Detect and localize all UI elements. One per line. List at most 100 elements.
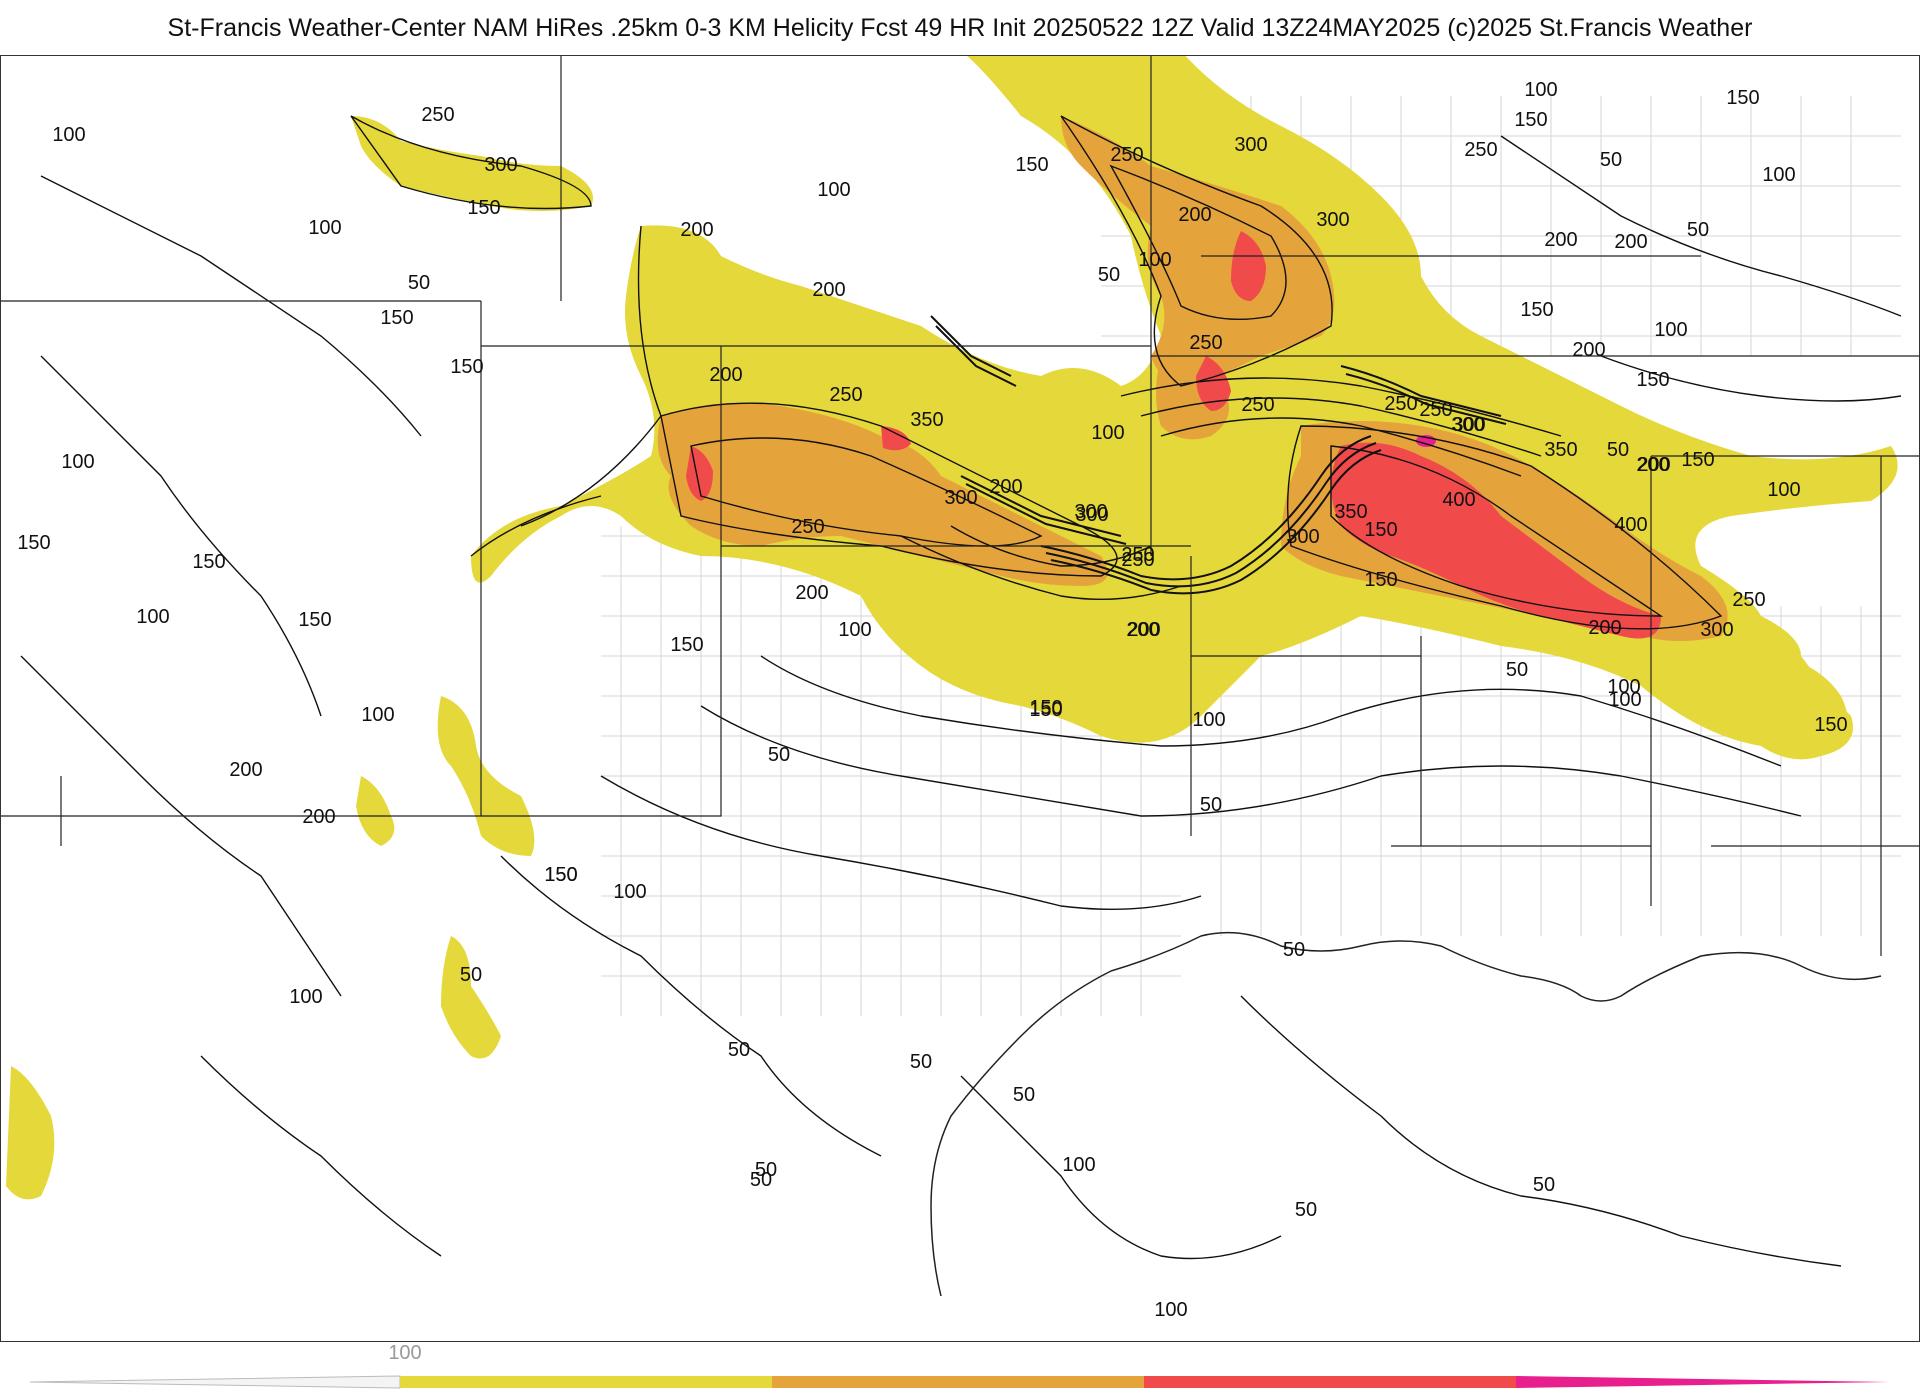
contour-label: 200 <box>795 582 828 604</box>
colorbar-segment-yellow <box>400 1376 772 1388</box>
contour-label: 150 <box>544 864 577 886</box>
contour-label: 50 <box>408 272 430 294</box>
helicity-map: 250 300 150 100 50 200 350 400 250 300 2… <box>0 51 1920 1342</box>
contour-label: 150 <box>544 864 577 886</box>
helicity-area-red-east <box>1331 442 1661 639</box>
contour-label: 100 <box>1524 79 1557 101</box>
contour-label: 100 <box>1654 319 1687 341</box>
contour-label: 100 <box>1607 676 1640 698</box>
contour-label: 350 <box>1544 439 1577 461</box>
contour-label: 200 <box>989 476 1022 498</box>
contour-label: 200 <box>1544 229 1577 251</box>
contour-label: 250 <box>791 516 824 538</box>
contour-label: 150 <box>1681 449 1714 471</box>
contour-label: 250 <box>1189 332 1222 354</box>
contour-label: 100 <box>308 217 341 239</box>
contour-label: 300 <box>1286 526 1319 548</box>
contour-label: 300 <box>484 154 517 176</box>
contour-label: 50 <box>1295 1199 1317 1221</box>
contour-label: 200 <box>1588 617 1621 639</box>
contour-knots <box>930 315 1507 595</box>
helicity-area-orange-center <box>657 402 1108 586</box>
contour-label: 250 <box>1110 144 1143 166</box>
state-borders <box>1 56 1919 956</box>
colorbar-label: 100 <box>388 1342 422 1364</box>
contour-label: 150 <box>1636 369 1669 391</box>
contour-label: 250 <box>1384 393 1417 415</box>
contour-label: 100 <box>817 179 850 201</box>
contour-label: 100 <box>289 986 322 1008</box>
helicity-area-yellow-sw <box>6 1066 55 1200</box>
contour-label: 200 <box>1614 231 1647 253</box>
contour-label: 200 <box>1178 204 1211 226</box>
contour-label: 250 <box>1241 394 1274 416</box>
contour-label: 50 <box>728 1039 750 1061</box>
contour-label: 200 <box>229 759 262 781</box>
helicity-area-red-center <box>881 426 911 451</box>
map-title: St-Francis Weather-Center NAM HiRes .25k… <box>167 14 1753 42</box>
colorbar-segment-white <box>30 1375 401 1389</box>
contour-label: 150 <box>670 634 703 656</box>
contour-label: 50 <box>1506 659 1528 681</box>
contour-label: 150 <box>1029 697 1062 719</box>
colorbar-segment-magenta <box>1516 1376 1890 1388</box>
contour-label: 400 <box>1442 489 1475 511</box>
contour-label: 100 <box>1192 709 1225 731</box>
contour-label: 200 <box>1126 619 1159 641</box>
helicity-area-yellow-west2 <box>441 936 501 1059</box>
helicity-area-red-north <box>1231 231 1266 301</box>
contour-label: 50 <box>1600 149 1622 171</box>
contour-label: 50 <box>910 1051 932 1073</box>
contour-label: 100 <box>1091 422 1124 444</box>
contour-label: 200 <box>1637 454 1670 476</box>
contour-label: 300 <box>1075 504 1108 526</box>
contour-label: 300 <box>1316 209 1349 231</box>
contour-label: 50 <box>755 1159 777 1181</box>
contour-label: 50 <box>1013 1084 1035 1106</box>
colorbar <box>30 1375 1890 1389</box>
contour-label: 100 <box>1138 249 1171 271</box>
contour-label: 150 <box>17 532 50 554</box>
contour-label: 150 <box>1364 519 1397 541</box>
contour-label: 100 <box>1762 164 1795 186</box>
contour-label: 150 <box>1364 569 1397 591</box>
contour-label: 50 <box>1200 794 1222 816</box>
map-background <box>1 56 1919 1341</box>
contour-label-group-2: 50 50 50 50 50 50 100 100 100 100 100 10… <box>17 179 1847 1321</box>
contour-label: 200 <box>709 364 742 386</box>
helicity-area-yellow-nw <box>351 116 593 211</box>
contour-label: 150 <box>1029 699 1062 721</box>
contour-label: 100 <box>1767 479 1800 501</box>
contour-label: 400 <box>1614 514 1647 536</box>
contour-label: 50 <box>1283 939 1305 961</box>
contour-label: 300 <box>1451 414 1484 436</box>
contour-label: 150 <box>1726 87 1759 109</box>
contour-label: 100 <box>136 606 169 628</box>
contour-label: 100 <box>1608 689 1641 711</box>
contour-label: 50 <box>460 964 482 986</box>
contour-label: 150 <box>1514 109 1547 131</box>
contour-label: 100 <box>1062 1154 1095 1176</box>
helicity-area-orange-north <box>1061 116 1335 386</box>
contour-label: 300 <box>1700 619 1733 641</box>
contour-label: 150 <box>380 307 413 329</box>
helicity-area-yellow-se <box>1771 656 1848 756</box>
contour-label: 250 <box>1419 399 1452 421</box>
helicity-contours <box>20 115 1902 1267</box>
contour-label: 250 <box>1121 549 1154 571</box>
colorbar-segment-red <box>1144 1376 1516 1388</box>
contour-label: 150 <box>1015 154 1048 176</box>
contour-label: 250 <box>1121 544 1154 566</box>
coastline <box>930 931 1882 1297</box>
contour-label: 250 <box>1732 589 1765 611</box>
helicity-area-red-mid <box>1196 356 1231 411</box>
contour-label: 200 <box>1127 619 1160 641</box>
contour-label: 50 <box>1098 264 1120 286</box>
contour-label: 350 <box>1334 501 1367 523</box>
contour-label: 200 <box>1572 339 1605 361</box>
contour-label: 100 <box>61 451 94 473</box>
contour-label: 150 <box>1814 714 1847 736</box>
contour-label: 300 <box>1234 134 1267 156</box>
contour-label-group: 250 300 150 100 50 200 350 400 250 300 2… <box>52 79 1800 1181</box>
contour-label: 250 <box>1464 139 1497 161</box>
